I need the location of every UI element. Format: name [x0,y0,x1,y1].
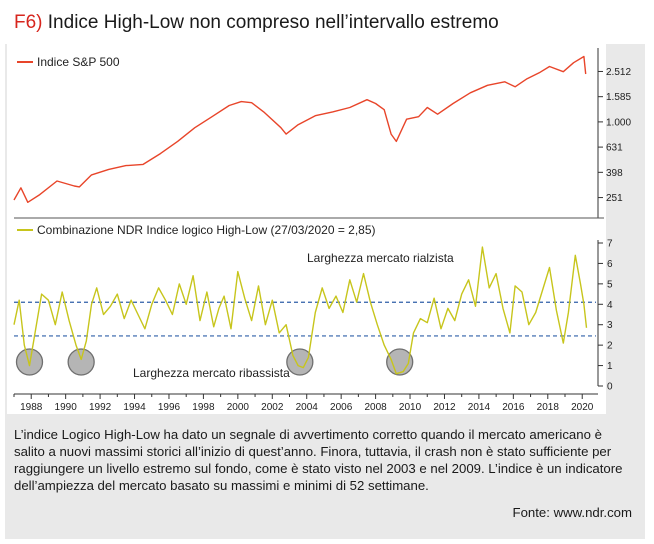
highlow-y-tick-label: 4 [607,300,613,311]
highlight-circles [15,348,414,376]
x-tick-label: 2000 [227,402,250,413]
sp500-series-line [13,55,587,203]
x-tick-label: 2012 [433,402,456,413]
highlow-y-tick-label: 2 [607,341,613,352]
sp500-y-tick-label: 2.512 [606,67,631,78]
highlow-series-line [13,246,588,375]
highlow-y-tick-label: 1 [607,361,613,372]
figure-title: Indice High-Low non compreso nell’interv… [47,12,499,33]
x-tick-label: 2008 [364,402,387,413]
x-tick-label: 1990 [55,402,78,413]
x-tick-label: 2016 [502,402,525,413]
sp500-y-tick-label: 398 [606,168,623,179]
figure-tag: F6) [14,12,43,33]
highlow-y-tick-label: 6 [607,259,613,270]
x-tick-label: 1994 [123,402,146,413]
highlow-y-tick-label: 0 [607,382,613,393]
sp500-y-ticks: 2.512 1.585 1.000 631 398 251 [598,67,631,204]
x-tick-label: 1996 [158,402,181,413]
highlight-circle [67,348,95,376]
source-text: Fonte: www.ndr.com [512,505,632,520]
x-tick-label: 2010 [399,402,422,413]
highlow-panel: Combinazione NDR Indice logico High-Low … [13,223,613,413]
highlow-y-ticks: 7 6 5 4 3 2 1 0 [598,239,613,393]
x-tick-label: 2020 [571,402,594,413]
x-tick-label: 2006 [330,402,353,413]
x-tick-label: 2018 [537,402,560,413]
chart-svg: Indice S&P 500 2.5121.5851.000631398251 … [13,48,631,413]
x-tick-label: 1988 [20,402,43,413]
sp500-y-tick-label: 1.585 [606,92,631,103]
x-tick-label: 1998 [192,402,215,413]
highlow-legend-label: Combinazione NDR Indice logico High-Low … [37,223,376,237]
x-tick-label: 2004 [296,402,319,413]
highlight-circle [386,348,414,376]
sp500-legend-label: Indice S&P 500 [37,55,120,69]
caption-text: L’indice Logico High-Low ha dato un segn… [14,427,623,493]
x-axis-ticks: 1988 1990 1992 1994 1996 1998 2000 2002 2004 2006… [13,394,594,413]
highlow-y-tick-label: 3 [607,320,613,331]
x-tick-label: 2002 [261,402,284,413]
sp500-panel: Indice S&P 500 2.512 1.585 1.000 631 398 251 [13,48,631,218]
annotation-bullish: Larghezza mercato rialzista [307,251,454,265]
highlow-y-tick-label: 5 [607,279,613,290]
x-tick-label: 2014 [468,402,491,413]
highlow-y-tick-label: 7 [607,239,613,250]
x-tick-label: 1992 [89,402,112,413]
sp500-y-tick-label: 251 [606,193,623,204]
sp500-y-tick-label: 1.000 [606,117,631,128]
chart-title: F6) Indice High-Low non compreso nell’in… [14,12,499,34]
sp500-y-tick-label: 631 [606,143,623,154]
annotation-bearish: Larghezza mercato ribassista [133,366,290,380]
